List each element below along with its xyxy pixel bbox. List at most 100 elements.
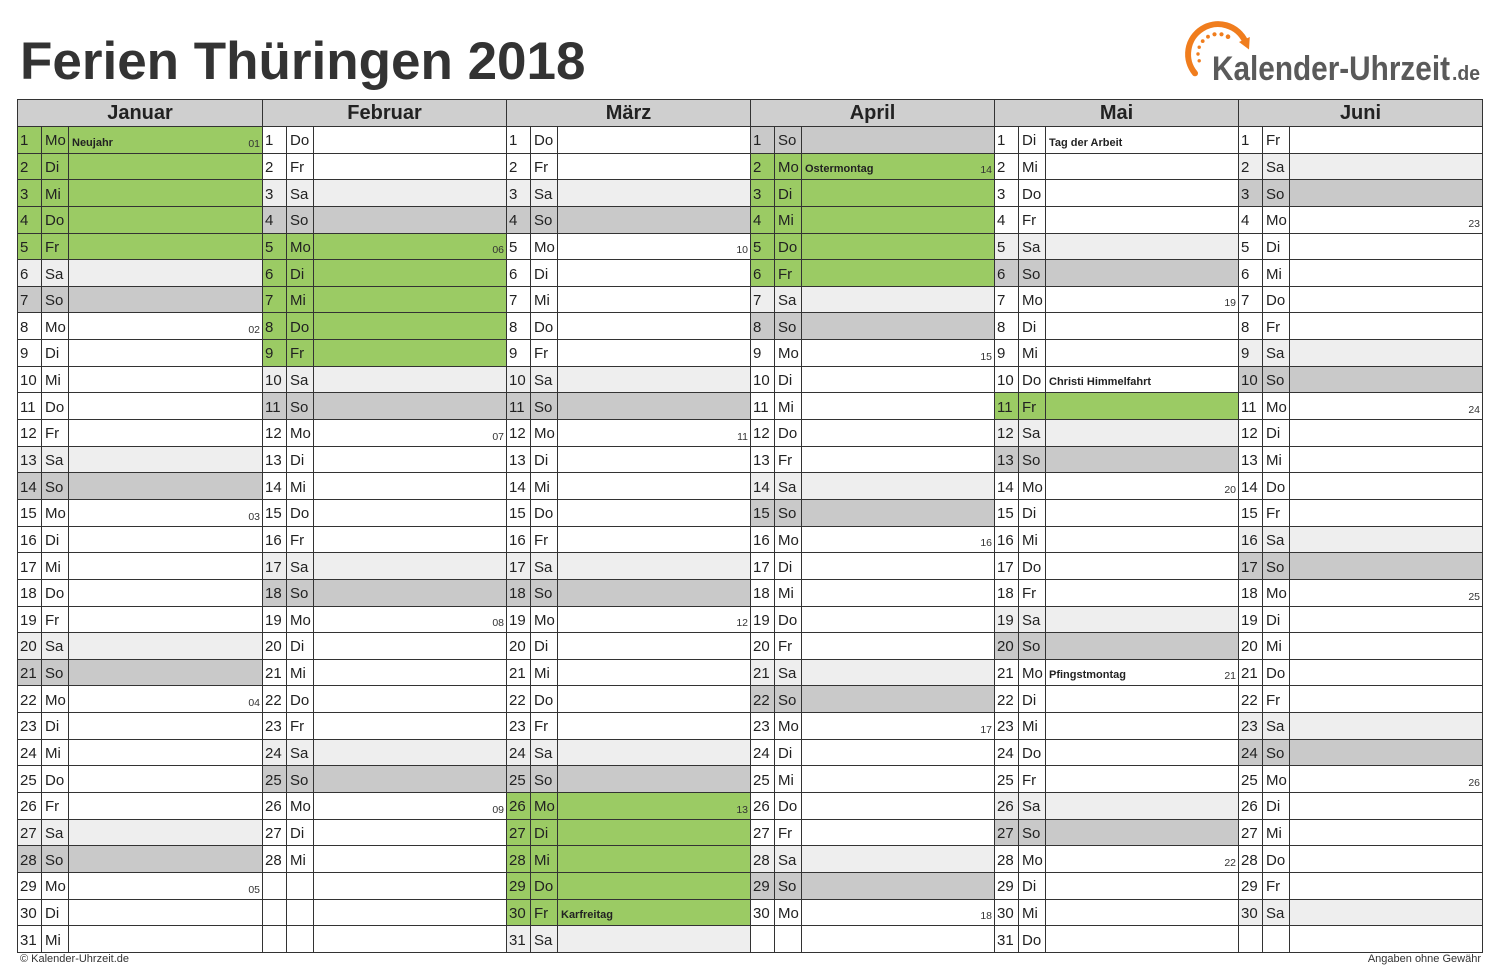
day-row: 24 Di: [751, 739, 994, 767]
day-number: 17: [751, 553, 775, 579]
week-number: 12: [736, 617, 748, 630]
day-number: 24: [1239, 739, 1263, 766]
day-number: 10: [507, 366, 531, 393]
weekday: Sa: [1263, 899, 1290, 926]
day-info-cell: [69, 207, 262, 233]
day-number: 3: [263, 180, 287, 206]
day-number: 21: [1239, 659, 1263, 686]
empty-cell: [1239, 926, 1263, 952]
weekday: Di: [1019, 686, 1046, 713]
day-number: 8: [1239, 313, 1263, 340]
weekday: Mi: [531, 659, 558, 686]
day-number: 12: [507, 420, 531, 446]
day-number: 7: [507, 286, 531, 313]
day-number: 17: [18, 553, 42, 579]
weekday: Mo: [775, 713, 802, 739]
weekday: Do: [287, 499, 314, 526]
day-number: 2: [751, 153, 775, 180]
weekday: So: [1019, 819, 1046, 846]
weekday: Sa: [775, 846, 802, 872]
day-number: 5: [263, 233, 287, 260]
day-number: 19: [18, 606, 42, 633]
month-column: Januar 1 Mo Neujahr 01 2 Di 3 Mi 4 Do 5 Fr 6 Sa 7 So 8 Mo 0…: [18, 100, 262, 952]
day-number: 28: [263, 846, 287, 872]
month-header: März: [507, 100, 750, 127]
weekday: Di: [531, 633, 558, 659]
holiday-label: Christi Himmelfahrt: [1049, 376, 1152, 389]
day-info-cell: [1046, 207, 1238, 233]
day-number: 11: [995, 393, 1019, 420]
weekday: Sa: [531, 739, 558, 766]
day-row: 12 Fr: [18, 420, 262, 447]
weekday: So: [531, 206, 558, 233]
day-number: 1: [1239, 127, 1263, 153]
day-number: 2: [995, 153, 1019, 180]
day-info-cell: [1046, 500, 1238, 526]
day-number: 21: [751, 659, 775, 686]
day-number: 18: [507, 579, 531, 606]
day-number: 11: [507, 393, 531, 420]
weekday: Mi: [287, 286, 314, 313]
day-row: 28 Mi: [263, 846, 506, 873]
day-row: 1 Di Tag der Arbeit: [995, 127, 1238, 154]
day-info-cell: [1290, 447, 1482, 473]
weekday: Di: [775, 366, 802, 393]
day-info-cell: [69, 580, 262, 606]
empty-cell: [263, 872, 287, 899]
weekday: Di: [775, 553, 802, 579]
day-row: 11 So: [263, 393, 506, 421]
day-info-cell: [558, 313, 750, 339]
weekday: Do: [287, 313, 314, 340]
weekday: Do: [531, 872, 558, 899]
day-row: 26 Sa: [995, 793, 1238, 820]
day-number: 22: [995, 686, 1019, 713]
day-number: 7: [995, 286, 1019, 313]
day-row: 26 Mo 13: [507, 793, 750, 820]
day-number: 24: [995, 739, 1019, 766]
day-number: 25: [751, 766, 775, 793]
weekday: Sa: [531, 553, 558, 579]
day-number: 13: [18, 446, 42, 473]
day-number: 23: [263, 713, 287, 739]
holiday-label: Tag der Arbeit: [1049, 136, 1123, 149]
day-row: 12 Mo 11: [507, 420, 750, 447]
day-number: 29: [751, 872, 775, 899]
weekday: Sa: [42, 260, 69, 286]
day-info-cell: [1046, 633, 1238, 659]
day-info-cell: 02: [69, 313, 262, 339]
day-info-cell: [558, 553, 750, 579]
day-info-cell: [1046, 713, 1238, 739]
weekday: So: [775, 127, 802, 153]
day-row: 6 Fr: [751, 260, 994, 287]
weekday: Fr: [1263, 313, 1290, 340]
day-row: 2 Fr: [263, 153, 506, 181]
day-number: 18: [751, 579, 775, 606]
day-number: 13: [507, 446, 531, 473]
day-info-cell: [314, 553, 506, 579]
month-column: Mai 1 Di Tag der Arbeit 2 Mi 3 Do 4 Fr 5 Sa 6 So 7 Mo 19…: [994, 100, 1238, 952]
day-info-cell: [1290, 686, 1482, 712]
day-number: 11: [1239, 393, 1263, 420]
day-row: 12 Mo 07: [263, 420, 506, 447]
day-info-cell: [558, 127, 750, 153]
day-info-cell: [314, 846, 506, 872]
day-number: 28: [995, 846, 1019, 872]
day-row: 20 Fr: [751, 633, 994, 660]
weekday: So: [775, 872, 802, 899]
day-row: 29 Di: [995, 872, 1238, 900]
day-row: 1 Do: [263, 127, 506, 154]
weekday: Mi: [775, 766, 802, 793]
day-number: 23: [1239, 713, 1263, 739]
day-row: 16 Sa: [1239, 526, 1482, 554]
weekday: Do: [287, 127, 314, 153]
day-row: 8 So: [751, 313, 994, 341]
day-row: 3 Sa: [263, 180, 506, 207]
weekday: Sa: [1019, 793, 1046, 819]
weekday: Sa: [42, 446, 69, 473]
day-number: 3: [18, 180, 42, 206]
day-info-cell: 17: [802, 713, 994, 739]
day-number: 30: [995, 899, 1019, 926]
day-info-cell: [314, 473, 506, 499]
day-number: 18: [18, 579, 42, 606]
day-number: 10: [751, 366, 775, 393]
